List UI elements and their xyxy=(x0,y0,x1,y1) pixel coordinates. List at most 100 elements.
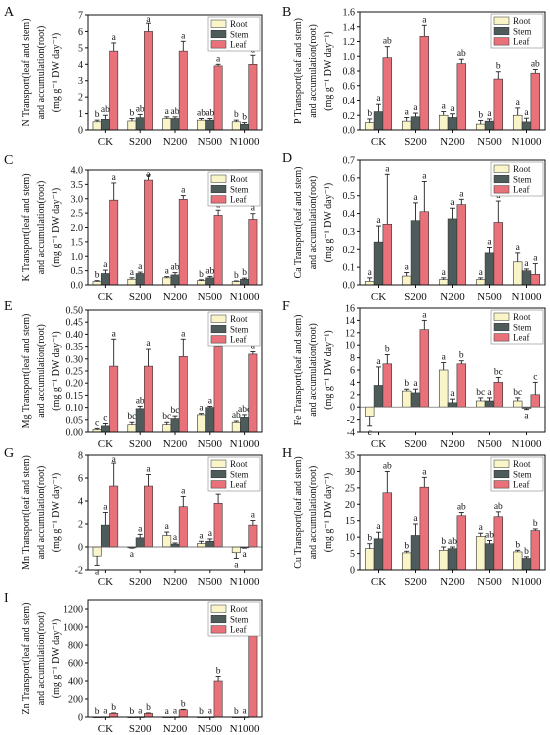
x-tick-label: S200 xyxy=(404,438,427,450)
y-tick-label: 10 xyxy=(345,533,355,544)
y-tick-label: 1.0 xyxy=(71,252,84,263)
bar-leaf-n200 xyxy=(456,63,467,131)
significance-letter: b xyxy=(515,540,520,550)
bar-root-ck xyxy=(92,281,102,286)
y-tick-label: 3 xyxy=(78,76,83,87)
bar-leaf-n200 xyxy=(178,50,188,131)
significance-letter: b xyxy=(234,707,239,717)
bar-leaf-n500 xyxy=(493,78,504,131)
significance-letter: a xyxy=(165,107,170,117)
significance-letter: a xyxy=(516,98,521,108)
significance-letter: a xyxy=(112,173,117,183)
y-tick-label: 0.4 xyxy=(343,96,356,107)
significance-letter: b xyxy=(533,519,538,529)
y-tick-label: 25 xyxy=(345,483,355,494)
significance-letter: a xyxy=(181,31,186,41)
y-axis-label-line: Zn Transport(leaf and stem) xyxy=(21,603,32,715)
panel-letter: A xyxy=(4,5,15,20)
y-tick-label: 0.7 xyxy=(343,156,356,167)
y-tick-label: 12 xyxy=(345,328,355,339)
y-tick-label: 4.0 xyxy=(71,166,84,177)
y-axis-label: N Transport(leaf and stem) and accumulati… xyxy=(21,18,62,126)
y-axis-label-line: Fe Transport(leaf and stem) xyxy=(293,315,304,426)
bar-leaf-n200 xyxy=(178,506,188,548)
x-tick-label: S200 xyxy=(404,576,427,588)
bar-stem-ck xyxy=(373,241,384,286)
x-tick-label: N500 xyxy=(198,136,223,148)
significance-letter: c xyxy=(95,418,99,428)
significance-letter: a xyxy=(146,15,151,25)
significance-letter: b xyxy=(199,707,204,717)
y-tick-label: 0.5 xyxy=(71,266,84,277)
significance-letter: a xyxy=(376,522,381,532)
bar-leaf-n200 xyxy=(456,515,467,571)
panel-letter: H xyxy=(282,446,292,461)
bar-root-n500 xyxy=(475,123,486,131)
x-tick-label: CK xyxy=(98,576,113,588)
x-tick-label: N500 xyxy=(477,291,502,303)
bar-leaf-n500 xyxy=(213,346,223,433)
significance-letter: b xyxy=(95,271,100,281)
y-tick-label: 30 xyxy=(345,467,355,478)
y-tick-label: 1.2 xyxy=(343,37,356,48)
x-tick-label: N200 xyxy=(440,291,465,303)
legend-label-stem: Stem xyxy=(513,174,532,184)
y-axis-label-line: (mg g⁻¹ DW day⁻¹) xyxy=(51,331,62,410)
bar-leaf-n1000 xyxy=(248,219,258,286)
significance-letter: a xyxy=(479,268,484,278)
bar-root-ck xyxy=(92,121,102,131)
x-tick-label: N200 xyxy=(163,136,188,148)
x-tick-label: CK xyxy=(98,723,113,735)
bar-leaf-s200 xyxy=(144,179,153,286)
significance-letter: bc xyxy=(171,406,180,416)
bar-stem-n200 xyxy=(447,218,458,286)
bar-leaf-s200 xyxy=(144,31,153,131)
significance-letter: ab xyxy=(383,37,392,47)
significance-letter: b xyxy=(146,703,151,713)
x-tick-label: CK xyxy=(98,438,113,450)
significance-letter: bc xyxy=(494,367,503,377)
significance-letter: a xyxy=(516,243,521,253)
y-tick-label: 16 xyxy=(345,304,355,315)
bar-stem-n1000 xyxy=(240,123,250,131)
x-tick-label: CK xyxy=(371,136,386,148)
y-tick-label: 0 xyxy=(350,566,355,577)
y-tick-label: 10 xyxy=(345,341,355,352)
bar-leaf-s200 xyxy=(144,365,153,433)
x-tick-label: S200 xyxy=(404,136,427,148)
legend-label-stem: Stem xyxy=(230,29,249,39)
x-tick-label: S200 xyxy=(129,576,152,588)
significance-letter: b xyxy=(111,703,116,713)
bar-stem-s200 xyxy=(410,220,421,286)
y-tick-label: 1.5 xyxy=(71,237,84,248)
panel-letter: C xyxy=(4,153,13,168)
y-axis-label-line: (mg g⁻¹ DW day⁻¹) xyxy=(51,619,62,698)
legend-label-leaf: Leaf xyxy=(513,37,529,47)
bar-leaf-n200 xyxy=(178,356,188,433)
bar-root-ck xyxy=(92,546,102,557)
plot-frame xyxy=(359,11,546,131)
significance-letter: b xyxy=(459,351,464,361)
significance-letter: a xyxy=(376,94,381,104)
legend-swatch-root xyxy=(210,174,227,183)
bar-stem-ck xyxy=(100,524,110,548)
significance-letter: a xyxy=(112,329,117,339)
significance-letter: b xyxy=(367,109,372,119)
bar-leaf-ck xyxy=(382,363,393,408)
significance-letter: a xyxy=(368,268,373,278)
y-axis-label-line: and accumulation(root) xyxy=(36,181,47,275)
x-tick-label: N500 xyxy=(477,136,502,148)
significance-letter: a xyxy=(251,511,256,521)
bar-leaf-n1000 xyxy=(530,394,541,408)
significance-letter: a xyxy=(524,108,529,118)
significance-letter: a xyxy=(450,104,455,114)
significance-letter: a xyxy=(533,254,538,264)
legend-swatch-stem xyxy=(493,27,510,36)
significance-letter: ab xyxy=(457,49,466,59)
y-tick-label: 1.6 xyxy=(343,8,356,19)
significance-letter: a xyxy=(524,259,529,269)
bar-root-n500 xyxy=(475,400,486,408)
